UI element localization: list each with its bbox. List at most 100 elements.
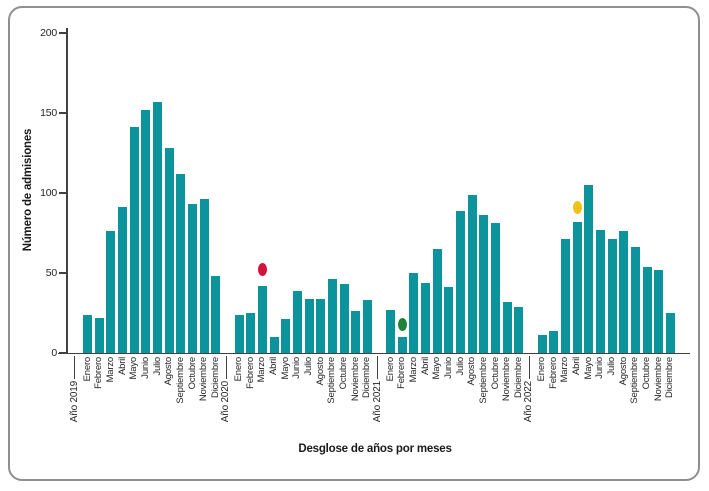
x-month-label: Agosto	[617, 357, 629, 386]
x-month-label: Abril	[419, 357, 431, 376]
bar	[619, 231, 629, 353]
bar	[607, 239, 617, 353]
bar	[397, 337, 407, 353]
bar	[456, 210, 466, 353]
bar	[351, 311, 361, 353]
x-month-label: Abril	[116, 357, 128, 376]
x-month-label: Abril	[571, 357, 583, 376]
bar	[141, 109, 151, 353]
bar	[188, 204, 198, 353]
x-year-label: Año 2019	[68, 381, 80, 423]
x-month-label: Junio	[139, 357, 151, 379]
x-month-label: Agosto	[314, 357, 326, 386]
x-month-label: Septiembre	[174, 357, 186, 404]
x-month-label: Marzo	[559, 357, 571, 383]
bar	[234, 314, 244, 353]
bar	[199, 199, 209, 353]
x-month-label: Junio	[291, 357, 303, 379]
bar	[421, 282, 431, 353]
x-month-label: Agosto	[163, 357, 175, 386]
bar	[281, 319, 291, 353]
x-month-label: Febrero	[93, 357, 105, 389]
x-month-label: Junio	[442, 357, 454, 379]
bar	[467, 194, 477, 353]
x-month-label: Octubre	[186, 357, 198, 390]
x-month-label: Septiembre	[477, 357, 489, 404]
bar	[665, 313, 675, 353]
x-month-label: Octubre	[641, 357, 653, 390]
bar	[514, 306, 524, 353]
year-separator-line	[74, 356, 75, 379]
y-tick-label: 50	[45, 266, 57, 279]
bar	[246, 313, 256, 353]
x-month-label: Diciembre	[361, 357, 373, 398]
bar	[257, 285, 267, 353]
bar	[409, 273, 419, 353]
bar	[630, 247, 640, 353]
bar	[432, 249, 442, 353]
bar	[595, 229, 605, 353]
x-month-label: Julio	[454, 357, 466, 376]
bar	[444, 287, 454, 353]
x-month-label: Septiembre	[326, 357, 338, 404]
x-month-label: Mayo	[582, 357, 594, 380]
bar	[164, 148, 174, 353]
bar	[362, 300, 372, 353]
bar	[560, 239, 570, 353]
x-month-label: Abril	[268, 357, 280, 376]
bar	[118, 207, 128, 353]
x-month-label: Enero	[384, 357, 396, 382]
bar	[304, 298, 314, 353]
bar	[106, 231, 116, 353]
x-year-label: Año 2021	[371, 381, 383, 423]
x-month-label: Enero	[536, 357, 547, 382]
x-month-label: Agosto	[466, 357, 478, 386]
x-month-label: Noviembre	[198, 357, 210, 402]
x-axis-title: Desglose de años por meses	[298, 443, 452, 455]
x-month-label: Noviembre	[652, 357, 664, 402]
bar	[327, 279, 337, 353]
bar	[94, 317, 104, 353]
x-month-label: Noviembre	[349, 357, 361, 402]
yellow-marker	[572, 200, 582, 214]
x-month-label: Octubre	[338, 357, 350, 390]
x-month-label: Noviembre	[501, 357, 513, 402]
year-separator-line	[225, 356, 227, 379]
x-month-label: Octubre	[489, 357, 501, 390]
x-month-label: Enero	[233, 357, 244, 382]
x-axis-line	[58, 352, 690, 354]
x-month-label: Febrero	[244, 357, 256, 389]
red-marker	[257, 263, 267, 277]
green-marker	[397, 317, 407, 331]
bar	[549, 330, 559, 353]
bar	[269, 337, 279, 353]
x-month-label: Marzo	[407, 357, 419, 383]
year-separator-line	[528, 356, 530, 379]
y-tick	[59, 192, 67, 194]
bar	[316, 298, 326, 353]
y-axis-line	[66, 28, 68, 353]
x-year-label: Año 2020	[220, 381, 231, 423]
y-tick	[59, 272, 67, 274]
x-month-label: Diciembre	[664, 357, 676, 398]
bar	[537, 335, 547, 353]
bar	[642, 266, 652, 353]
x-month-label: Mayo	[431, 357, 443, 380]
bar	[491, 223, 501, 353]
bar	[584, 185, 594, 353]
y-tick-label: 0	[51, 346, 57, 359]
x-year-label: Año 2022	[523, 381, 534, 423]
y-tick-label: 100	[40, 186, 57, 199]
y-tick-label: 200	[40, 26, 57, 39]
x-month-label: Febrero	[547, 357, 559, 389]
x-month-label: Febrero	[396, 357, 408, 389]
bar	[292, 290, 302, 353]
x-month-label: Enero	[81, 357, 93, 382]
y-tick	[59, 112, 67, 114]
x-month-label: Julio	[151, 357, 163, 376]
x-month-label: Septiembre	[629, 357, 641, 404]
bar	[129, 127, 139, 353]
x-month-label: Marzo	[256, 357, 268, 383]
bar	[654, 269, 664, 353]
y-tick-label: 150	[40, 106, 57, 119]
